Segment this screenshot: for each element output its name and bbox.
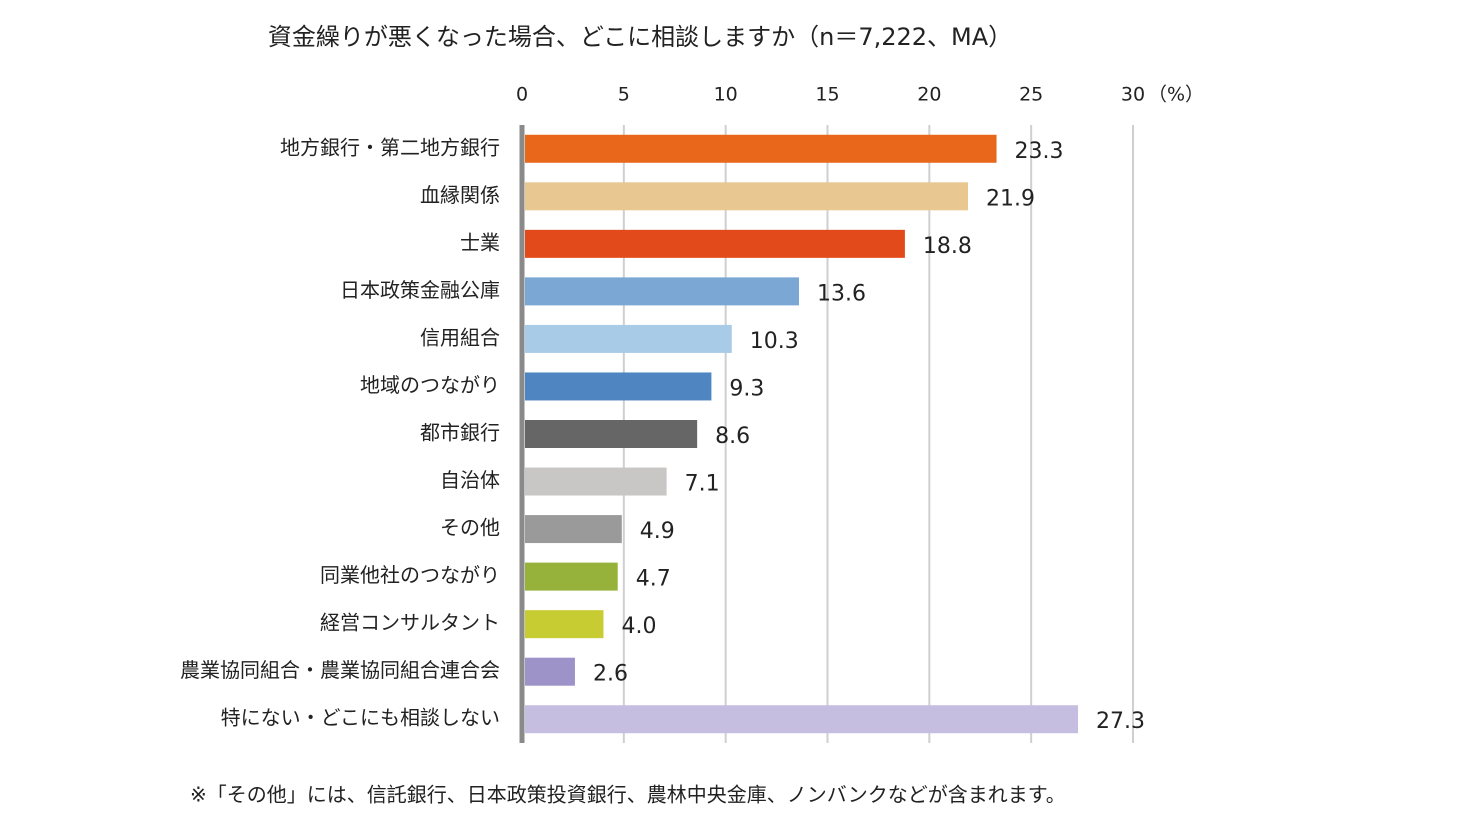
x-tick-label: 30 — [1121, 84, 1145, 106]
category-label: その他 — [440, 516, 500, 540]
value-label: 27.3 — [1096, 709, 1145, 734]
bar — [525, 562, 618, 591]
value-label: 23.3 — [1015, 139, 1064, 164]
category-label: 都市銀行 — [420, 421, 500, 445]
bar — [525, 182, 969, 211]
bar — [525, 657, 575, 686]
category-label: 地方銀行・第二地方銀行 — [280, 135, 500, 159]
value-label: 4.7 — [636, 567, 671, 592]
bar — [525, 420, 698, 448]
category-label: 信用組合 — [420, 325, 500, 349]
category-label: 農業協同組合・農業協同組合連合会 — [180, 658, 500, 682]
bar — [525, 515, 622, 544]
bar — [525, 467, 667, 496]
value-label: 9.3 — [729, 376, 764, 401]
value-label: 10.3 — [750, 329, 799, 354]
bar — [525, 705, 1079, 734]
category-label: 士業 — [460, 230, 500, 254]
value-label: 4.9 — [640, 519, 675, 544]
chart-title: 資金繰りが悪くなった場合、どこに相談しますか（n＝7,222、MA） — [268, 23, 1012, 51]
category-label: 自治体 — [440, 468, 500, 492]
x-tick-label: 25 — [1019, 84, 1043, 106]
value-label: 4.0 — [621, 614, 656, 639]
bar — [525, 372, 712, 401]
x-tick-label: 20 — [917, 84, 941, 106]
category-label: 日本政策金融公庫 — [340, 278, 500, 302]
value-label: 21.9 — [986, 186, 1035, 211]
category-label: 血縁関係 — [420, 183, 500, 207]
bar — [525, 610, 604, 639]
value-label: 2.6 — [593, 662, 628, 687]
category-label: 経営コンサルタント — [320, 611, 500, 635]
bar — [525, 324, 732, 353]
bar — [525, 277, 799, 306]
category-label: 地域のつながり — [360, 373, 500, 397]
axis-unit: （%） — [1148, 84, 1204, 106]
bar — [525, 229, 905, 258]
x-tick-label: 0 — [516, 84, 528, 106]
bar — [525, 134, 997, 163]
value-label: 7.1 — [685, 472, 720, 497]
x-tick-label: 10 — [714, 84, 738, 106]
value-label: 13.6 — [817, 281, 866, 306]
x-tick-label: 15 — [815, 84, 839, 106]
value-label: 8.6 — [715, 424, 750, 449]
footnote: ※「その他」には、信託銀行、日本政策投資銀行、農林中央金庫、ノンバンクなどが含ま… — [190, 783, 1066, 807]
category-label: 同業他社のつながり — [320, 563, 500, 587]
category-label: 特にない・どこにも相談しない — [221, 706, 500, 730]
x-tick-label: 5 — [618, 84, 630, 106]
value-label: 18.8 — [923, 234, 972, 259]
